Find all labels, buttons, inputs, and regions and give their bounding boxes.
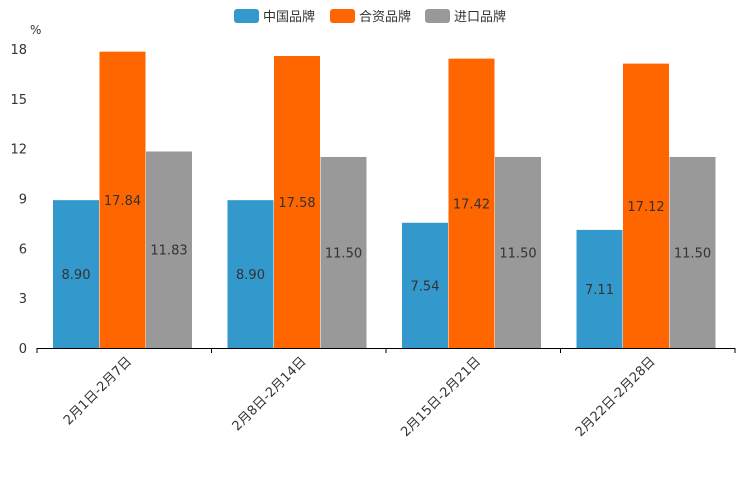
bar-value-label: 11.50 [325,246,362,261]
bar-value-label: 11.83 [150,244,187,259]
legend-swatch [330,9,355,23]
bar[interactable] [623,63,669,349]
bar-value-label: 8.90 [62,268,91,283]
y-tick-label: 9 [19,193,27,208]
legend-item[interactable]: 中国品牌 [234,9,315,25]
bar[interactable] [320,156,367,348]
legend-item[interactable]: 合资品牌 [330,9,411,25]
bar-value-label: 11.50 [674,246,711,261]
bar[interactable] [274,55,320,349]
x-tick-label: 2月15日-2月21日 [398,354,484,440]
legend-swatch [234,9,259,23]
bar[interactable] [227,200,274,348]
bar[interactable] [402,222,448,348]
bar[interactable] [495,156,541,348]
bar[interactable] [99,51,146,348]
x-axis: 2月1日-2月7日 2月8日-2月14日 2月15日-2月21日 2月22日-2月28… [36,348,736,440]
x-tick-label: 2月1日-2月7日 [61,354,135,428]
y-tick-label: 18 [10,43,27,58]
y-tick-label: 12 [10,143,27,158]
bar-value-label: 17.12 [627,200,664,215]
legend-swatch [425,9,450,23]
y-axis: 0 3 6 9 12 15 18 [10,43,27,357]
bar-value-label: 17.84 [104,194,141,209]
y-tick-label: 6 [19,242,27,257]
bar[interactable] [53,200,99,348]
bar[interactable] [146,151,192,348]
legend-label: 进口品牌 [454,9,506,25]
bar-value-label: 8.90 [236,268,265,283]
bar[interactable] [448,58,495,348]
bar-value-label: 7.54 [411,279,440,294]
bar-value-label: 17.42 [453,197,490,212]
bar-series: 8.90 17.84 11.83 8.90 17.58 11.50 7.54 17.42 11.… [53,51,716,349]
x-tick-label: 2月22日-2月28日 [573,354,659,440]
legend-label: 合资品牌 [359,9,411,25]
y-tick-label: 15 [10,93,27,108]
bar-value-label: 7.11 [585,283,614,298]
bar[interactable] [669,156,716,348]
bar-value-label: 17.58 [278,196,315,211]
bar-value-label: 11.50 [499,246,536,261]
y-axis-unit-label: % [30,23,41,37]
legend-item[interactable]: 进口品牌 [425,9,506,25]
x-tick-label: 2月8日-2月14日 [230,354,310,434]
y-tick-label: 0 [19,342,27,357]
bar[interactable] [576,229,623,348]
legend-label: 中国品牌 [263,9,315,25]
y-tick-label: 3 [19,292,27,307]
legend: 中国品牌 合资品牌 进口品牌 [234,9,506,25]
